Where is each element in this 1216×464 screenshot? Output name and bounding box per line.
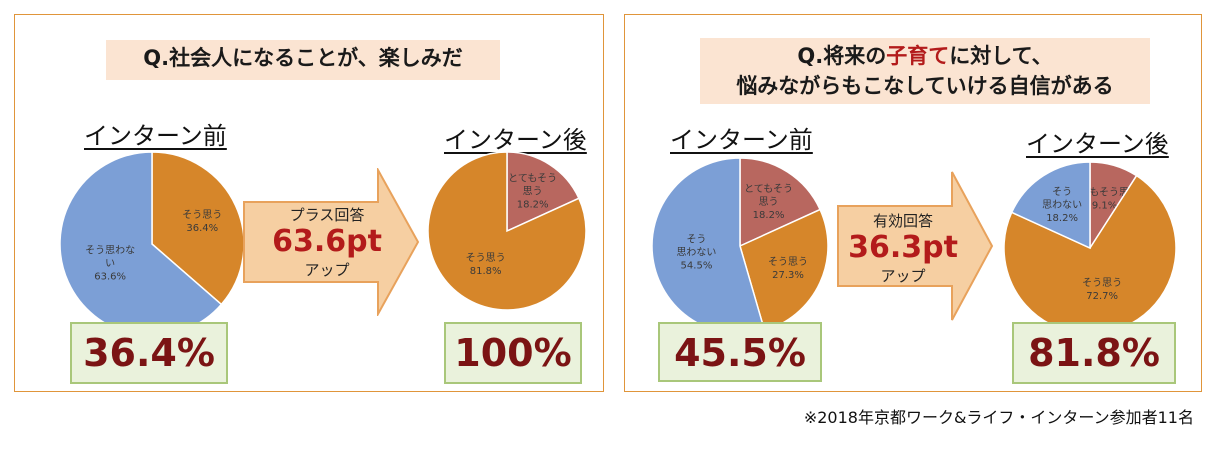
pie-slice [1010, 161, 1091, 250]
before-label-left: インターン前 [84, 122, 227, 150]
arrow-left-bottom: アップ [304, 261, 350, 279]
pie-slice-value: 18.2% [517, 199, 549, 210]
pct-right-after: 81.8% [1012, 322, 1176, 384]
pie-slice-label: 思わない [1042, 199, 1082, 211]
pie-slice-label: とてもそう [744, 183, 793, 195]
pct-left-before: 36.4% [70, 322, 228, 384]
pie-slice-label: そう思わな [85, 244, 135, 256]
pie-slice-label: そう [1052, 186, 1072, 198]
pct-left-after: 100% [444, 322, 582, 384]
question-right-line2: 悩みながらもこなしていける自信がある [736, 74, 1114, 98]
pie-slice-value: 36.4% [186, 223, 218, 234]
arrow-left-big: 63.6pt [272, 224, 382, 259]
arrow-right-bottom: アップ [880, 267, 926, 285]
pie-slice-label: そう思う [1082, 277, 1122, 289]
pie-slice-label: そう [686, 234, 706, 246]
pie-slice-value: 63.6% [94, 271, 126, 282]
arrow-left-shape [243, 168, 420, 316]
arrow-left-text: プラス回答 63.6pt アップ [262, 204, 392, 280]
pie-slice-label: とてもそう [508, 172, 557, 184]
pie-slice-label: そう思う [768, 256, 808, 268]
before-label-right: インターン前 [670, 126, 813, 154]
arrow-left-top: プラス回答 [289, 206, 365, 224]
question-left: Q.社会人になることが、楽しみだ [106, 40, 500, 80]
pie-slice-label: そう思う [182, 209, 222, 221]
pie-slice-value: 54.5% [681, 261, 713, 272]
after-label-left: インターン後 [444, 126, 587, 154]
pie-slice-value: 81.8% [470, 266, 502, 277]
pie-slice-value: 72.7% [1086, 291, 1118, 302]
pie-slice [506, 151, 580, 233]
footnote: ※2018年京都ワーク&ライフ・インターン参加者11名 [803, 408, 1194, 427]
pie-slice-label: 思う [523, 185, 543, 197]
question-right: Q.将来の子育てに対して、 悩みながらもこなしていける自信がある [700, 38, 1150, 104]
arrow-right [837, 171, 994, 321]
pct-right-before: 45.5% [658, 322, 822, 382]
pie-slice-label: い [105, 258, 115, 269]
pie-chart-left-after: とてもそう思う 18.2% そう思う 81.8% [427, 151, 587, 311]
pie-slice-value: 18.2% [753, 210, 785, 221]
question-left-text: Q.社会人になることが、楽しみだ [143, 46, 463, 70]
pie-slice-value: 9.1% [1092, 200, 1117, 211]
arrow-right-top: 有効回答 [872, 212, 933, 230]
pie-slice-label: そう思う [466, 252, 506, 264]
question-right-highlight: 子育て [886, 44, 950, 68]
question-right-line1: Q.将来の子育てに対して、 [797, 44, 1053, 68]
pie-slice [151, 151, 245, 306]
arrow-right-big: 36.3pt [848, 230, 958, 265]
arrow-right-text: 有効回答 36.3pt アップ [838, 210, 968, 286]
arrow-right-shape [837, 171, 994, 321]
pie-slice-value: 27.3% [772, 270, 804, 281]
after-label-right: インターン後 [1026, 130, 1169, 158]
pie-slice-value: 18.2% [1046, 213, 1078, 224]
pie-slice-label: 思う [759, 196, 779, 208]
pie-slice [427, 151, 587, 311]
arrow-left [243, 168, 420, 316]
pie-slice [739, 157, 822, 248]
pie-slice-label: 思わない [676, 247, 716, 259]
